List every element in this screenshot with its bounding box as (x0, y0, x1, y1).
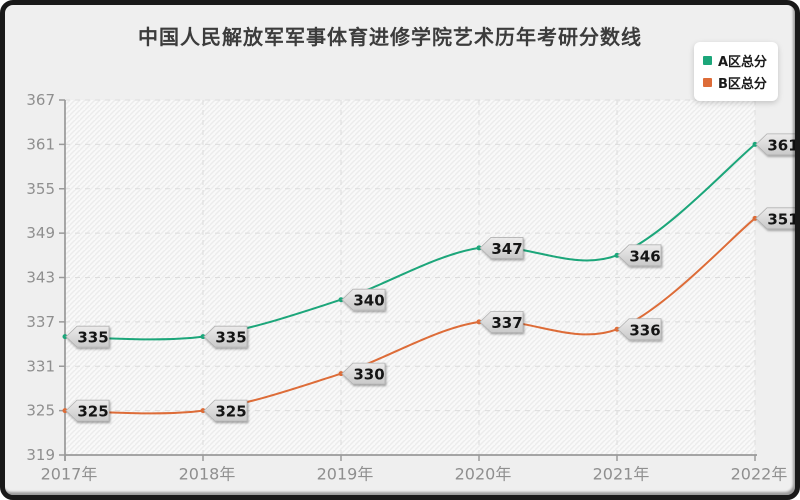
data-label-value: 325 (77, 403, 108, 421)
data-label-tag (341, 288, 386, 311)
data-label: 361 (755, 133, 800, 156)
data-label-value: 361 (767, 136, 798, 154)
data-label: 330 (341, 362, 386, 385)
x-tick-label: 2021年 (593, 465, 650, 484)
data-point (614, 326, 620, 332)
legend-item-series-b[interactable]: B区总分 (702, 73, 767, 92)
data-label-value: 336 (629, 321, 660, 339)
data-label-tag (479, 237, 524, 259)
data-label-tag (617, 244, 662, 267)
legend-label-series-a: A区总分 (717, 55, 767, 70)
data-label: 347 (479, 237, 524, 259)
data-label-tag (203, 325, 248, 348)
data-label-value: 340 (353, 292, 384, 310)
data-label-value: 347 (491, 240, 522, 258)
data-label-value: 346 (629, 247, 660, 265)
data-point (476, 319, 482, 325)
data-label: 325 (203, 399, 248, 422)
data-point (200, 408, 206, 414)
data-label-tag (341, 362, 386, 385)
data-point (62, 408, 68, 414)
series-a-color-swatch-icon (702, 56, 712, 65)
y-tick-label: 355 (26, 180, 55, 198)
y-tick-label: 349 (26, 224, 55, 242)
data-label-tag (203, 399, 248, 422)
x-tick-label: 2017年 (41, 465, 98, 484)
data-point (200, 334, 206, 340)
data-point (752, 215, 758, 221)
x-tick-label: 2022年 (731, 465, 788, 484)
x-tick-label: 2019年 (317, 465, 374, 484)
series-line-b (64, 217, 756, 415)
data-label: 335 (203, 325, 248, 348)
series-b-color-swatch-icon (702, 78, 712, 87)
data-point (338, 371, 344, 377)
data-label-value: 335 (77, 329, 108, 347)
data-point (614, 252, 620, 258)
y-tick-label: 319 (26, 446, 55, 464)
y-tick-label: 343 (26, 269, 55, 287)
data-label-value: 337 (491, 314, 522, 332)
data-label: 325 (65, 399, 110, 422)
y-tick-label: 337 (26, 313, 55, 331)
data-point (476, 245, 482, 251)
data-label-tag (617, 318, 662, 341)
data-point (338, 297, 344, 303)
data-label-tag (479, 310, 524, 333)
y-tick-label: 325 (26, 402, 55, 420)
data-label: 346 (617, 244, 662, 267)
data-label: 351 (755, 207, 800, 230)
legend-box: A区总分 B区总分 (693, 42, 778, 101)
x-tick-label: 2018年 (179, 465, 236, 484)
data-label: 336 (617, 318, 662, 341)
legend-label-series-b: B区总分 (717, 77, 767, 92)
data-label-tag (65, 399, 110, 422)
data-label-value: 330 (353, 366, 384, 384)
data-label-value: 335 (215, 329, 246, 347)
data-label-value: 351 (767, 210, 798, 228)
legend-item-series-a[interactable]: A区总分 (702, 51, 767, 70)
data-point (62, 334, 68, 340)
data-label-value: 325 (215, 403, 246, 421)
y-tick-label: 361 (26, 135, 55, 153)
chart-title: 中国人民解放军军事体育进修学院艺术历年考研分数线 (138, 25, 642, 49)
y-tick-label: 331 (26, 357, 55, 375)
data-label-tag (65, 325, 110, 348)
data-label: 335 (65, 325, 110, 348)
data-label: 340 (341, 288, 386, 311)
series-line-a (64, 143, 756, 341)
y-tick-label: 367 (26, 91, 55, 109)
data-point (752, 141, 758, 147)
data-label: 337 (479, 310, 524, 333)
x-tick-label: 2020年 (455, 465, 512, 484)
